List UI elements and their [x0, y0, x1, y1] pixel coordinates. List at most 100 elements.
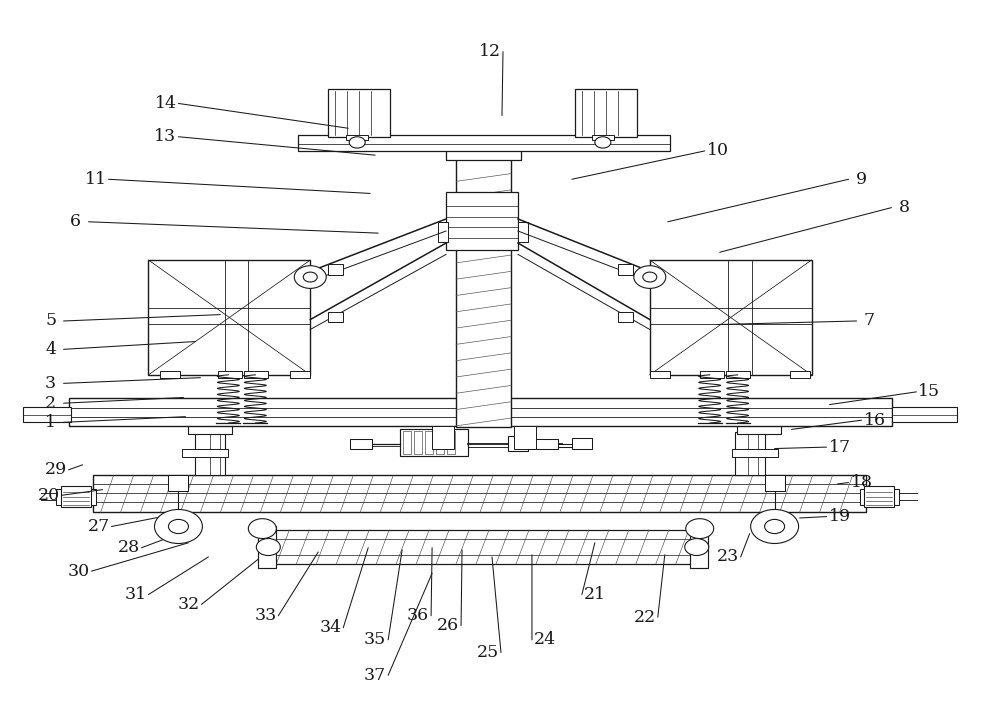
Bar — [514, 426, 536, 449]
Bar — [290, 371, 310, 378]
Bar — [414, 431, 422, 454]
Bar — [328, 312, 343, 322]
Bar — [518, 222, 528, 241]
Bar — [23, 408, 71, 422]
Bar — [864, 486, 894, 508]
Bar — [244, 371, 268, 378]
Text: 28: 28 — [117, 539, 140, 556]
Bar — [446, 146, 521, 160]
Bar — [456, 158, 511, 427]
Text: 25: 25 — [477, 644, 499, 661]
Bar — [618, 312, 633, 322]
Bar — [56, 489, 96, 505]
Text: 15: 15 — [918, 383, 940, 400]
Bar — [182, 449, 228, 457]
Bar — [69, 398, 892, 426]
Text: 1: 1 — [45, 414, 56, 431]
Bar — [258, 527, 276, 567]
Bar — [168, 476, 188, 491]
Bar — [268, 530, 696, 564]
Text: 16: 16 — [863, 412, 885, 429]
Circle shape — [303, 272, 317, 282]
Circle shape — [168, 520, 188, 534]
Bar — [892, 408, 957, 422]
Text: 21: 21 — [584, 586, 606, 603]
Text: 33: 33 — [254, 607, 276, 624]
Bar — [61, 486, 91, 508]
Text: 19: 19 — [828, 508, 851, 525]
Text: 4: 4 — [45, 341, 56, 358]
Bar — [350, 439, 372, 449]
Circle shape — [685, 538, 709, 555]
Circle shape — [751, 510, 799, 543]
Bar — [726, 371, 750, 378]
Bar — [425, 431, 433, 454]
Text: 26: 26 — [437, 617, 459, 634]
Text: 35: 35 — [364, 631, 386, 648]
Bar — [690, 527, 708, 567]
Bar — [403, 431, 411, 454]
Text: 14: 14 — [154, 95, 176, 112]
Bar — [195, 432, 225, 476]
Bar — [528, 439, 558, 449]
Bar — [93, 476, 866, 513]
Bar — [508, 436, 528, 452]
Text: 36: 36 — [407, 607, 429, 624]
Bar — [447, 431, 455, 454]
Text: 10: 10 — [707, 143, 729, 160]
Text: 18: 18 — [850, 474, 872, 491]
Bar — [188, 422, 232, 435]
Text: 20: 20 — [38, 487, 60, 504]
Bar — [592, 135, 614, 141]
Text: 30: 30 — [68, 562, 90, 579]
Bar — [438, 222, 448, 241]
Text: 9: 9 — [856, 171, 867, 187]
Text: 27: 27 — [87, 518, 110, 535]
Bar — [452, 139, 514, 148]
Bar — [328, 264, 343, 275]
Circle shape — [349, 137, 365, 148]
Bar — [400, 429, 468, 456]
Text: 24: 24 — [534, 631, 556, 648]
Bar — [737, 422, 781, 435]
Bar — [700, 371, 724, 378]
Bar — [328, 89, 390, 137]
Text: 3: 3 — [45, 375, 56, 392]
Bar — [446, 192, 518, 250]
Bar — [650, 260, 812, 375]
Text: 5: 5 — [45, 312, 56, 329]
Text: 32: 32 — [177, 596, 200, 613]
Circle shape — [686, 519, 714, 538]
Bar — [148, 260, 310, 375]
Bar — [218, 371, 242, 378]
Text: 2: 2 — [45, 395, 56, 412]
Bar — [436, 431, 444, 454]
Circle shape — [154, 510, 202, 543]
Text: 37: 37 — [364, 667, 386, 684]
Circle shape — [634, 266, 666, 288]
Circle shape — [248, 519, 276, 538]
Text: 22: 22 — [634, 608, 656, 626]
Text: 12: 12 — [479, 43, 501, 60]
Bar — [432, 426, 454, 449]
Bar — [765, 476, 785, 491]
Bar — [732, 449, 778, 457]
Bar — [572, 438, 592, 449]
Circle shape — [595, 137, 611, 148]
Bar — [650, 371, 670, 378]
Text: 17: 17 — [828, 439, 851, 456]
Bar — [735, 432, 765, 476]
Circle shape — [294, 266, 326, 288]
Bar — [575, 89, 637, 137]
Text: 6: 6 — [70, 213, 81, 230]
Bar — [298, 136, 670, 151]
Bar — [790, 371, 810, 378]
Text: 31: 31 — [124, 586, 147, 603]
Bar — [860, 489, 899, 505]
Text: 11: 11 — [85, 171, 107, 187]
Circle shape — [256, 538, 280, 555]
Text: 8: 8 — [899, 199, 910, 216]
Text: 29: 29 — [44, 462, 67, 479]
Bar — [160, 371, 180, 378]
Text: 23: 23 — [717, 548, 739, 565]
